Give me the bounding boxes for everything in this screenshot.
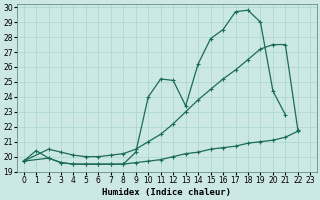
X-axis label: Humidex (Indice chaleur): Humidex (Indice chaleur) [102, 188, 231, 197]
